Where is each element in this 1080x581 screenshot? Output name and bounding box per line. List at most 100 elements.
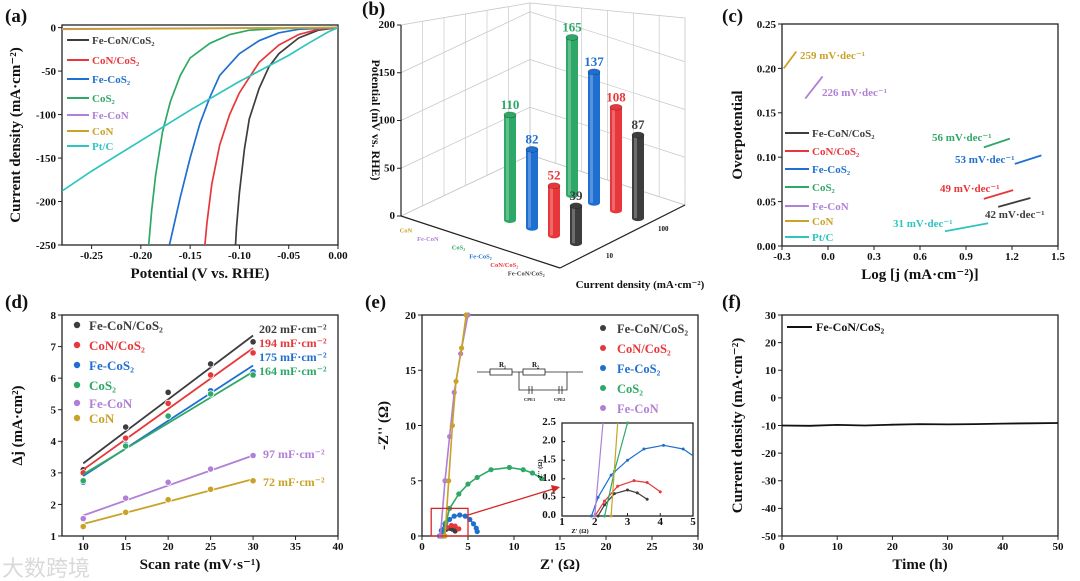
bar-top [565, 34, 579, 41]
inset-point [616, 484, 620, 488]
x-tick-label: 0 [779, 541, 785, 553]
bar-value-label: 165 [562, 19, 582, 34]
category-label: CoS₂ [452, 245, 466, 252]
inset-point [609, 473, 613, 477]
legend-label: Fe-CoS₂ [812, 164, 851, 176]
inset-point [596, 514, 600, 518]
y-tick-label: 200 [379, 19, 396, 31]
bar-highlight [590, 71, 593, 203]
y-tick-label: 50 [384, 162, 396, 174]
data-point [451, 513, 457, 519]
nyquist-fit-CoN [444, 315, 467, 536]
y-tick-label: -50 [761, 531, 776, 543]
bar-highlight [568, 37, 571, 195]
series-line-CoN/CoS2 [204, 26, 338, 245]
y-tick-label: 1 [51, 531, 57, 543]
inset-point [658, 490, 662, 494]
capacitance-annotation: 97 mF·cm⁻² [263, 447, 325, 461]
series-line-Fe-CoN/CoS2 [234, 26, 338, 245]
bar-highlight [550, 185, 553, 236]
capacitance-annotation: 72 mF·cm⁻² [263, 475, 325, 489]
panel-label: (c) [722, 6, 743, 27]
category-label: CoN/CoS₂ [490, 262, 518, 269]
bar-value-label: 82 [526, 131, 539, 146]
fit-line-Fe-CoN/CoS2 [82, 334, 254, 465]
legend-label: Fe-CoN/CoS₂ [89, 318, 163, 333]
r2-label: R₂ [532, 361, 539, 369]
y-tick-label: -30 [761, 476, 776, 488]
y-tick-label: 20 [765, 337, 777, 349]
legend-label: CoN/CoS₂ [812, 146, 860, 158]
data-point [446, 478, 452, 484]
y-tick-label: 10 [765, 365, 777, 377]
inset-point [635, 491, 639, 495]
data-point [456, 526, 462, 532]
x-tick-label: 10 [832, 541, 844, 553]
x-axis-title: Log [j (mA·cm⁻²)] [861, 267, 978, 283]
data-point [79, 522, 87, 531]
panel-label: (f) [722, 292, 741, 313]
data-point [79, 515, 87, 523]
inset-point [603, 503, 607, 507]
inset-point [603, 514, 607, 518]
cpe2-label: CPE2 [554, 397, 566, 402]
data-point [207, 390, 215, 398]
inset-point [645, 497, 649, 501]
data-point [164, 412, 172, 420]
plot-frame [61, 24, 339, 246]
plot-frame [61, 314, 339, 537]
bar-Fe-CoN/CoS2-100 [632, 135, 644, 219]
y-tick-label: 0 [51, 22, 57, 34]
x-tick-label: -0.05 [277, 250, 300, 262]
depth-tick-label: 100 [658, 225, 669, 233]
bar-top [631, 131, 645, 139]
y-tick-label: 0.25 [757, 19, 777, 31]
inset-point [642, 447, 646, 451]
y-tick-label: 0 [411, 531, 417, 543]
y-tick-label: 5 [411, 476, 417, 488]
x-tick-label: 0.9 [959, 251, 973, 263]
tafel-line-Pt/C [944, 222, 989, 233]
legend-label: Fe-CoS₂ [617, 362, 661, 376]
data-point [462, 513, 468, 519]
legend-label: CoN [92, 126, 113, 138]
y-axis-title: Current density (mA·cm⁻²) [8, 47, 24, 222]
y-tick-label: 0.15 [757, 108, 777, 120]
data-point [539, 475, 545, 482]
bar-base [526, 224, 538, 231]
y-tick-label: 1.5 [542, 453, 556, 465]
x-tick-label: -0.25 [80, 250, 103, 262]
x-axis-title: Time (h) [892, 557, 947, 573]
x-tick-label: 1.5 [1051, 251, 1065, 263]
bar-value-label: 110 [501, 97, 520, 112]
data-point [164, 478, 172, 486]
y-tick-label: 0 [771, 393, 777, 405]
legend-label: Pt/C [812, 232, 833, 244]
y-axis-title: Δj (mA·cm²) [10, 385, 26, 465]
data-point [164, 399, 172, 407]
x-tick-label: 20 [887, 541, 899, 553]
bar-CoS2-10 [504, 114, 516, 220]
x-tick-label: 0.3 [867, 251, 881, 263]
bar-Fe-CoS2-100 [588, 71, 600, 203]
bar-Fe-CoS2-10 [526, 149, 538, 228]
y-tick-label: 1.0 [542, 472, 556, 484]
y-tick-label: -40 [761, 503, 776, 515]
legend-marker [73, 414, 81, 422]
x-tick-label: -0.15 [179, 250, 202, 262]
fit-line-CoN/CoS2 [82, 347, 254, 471]
data-point [470, 521, 477, 527]
slope-annotation: 226 mV·dec⁻¹ [822, 87, 887, 99]
legend-label: Fe-CoN [617, 402, 659, 416]
data-point [442, 478, 448, 484]
data-point [456, 491, 462, 497]
y-tick-label: 20 [405, 310, 417, 322]
bar-base [610, 207, 622, 214]
data-point [249, 371, 257, 379]
x-tick-label: 50 [1053, 541, 1065, 553]
inset-point [626, 458, 629, 462]
legend-label: CoN [89, 411, 115, 426]
data-point [457, 512, 463, 518]
inset-fit-Fe-CoN/CoS2 [597, 489, 648, 516]
bar-highlight [506, 114, 509, 220]
